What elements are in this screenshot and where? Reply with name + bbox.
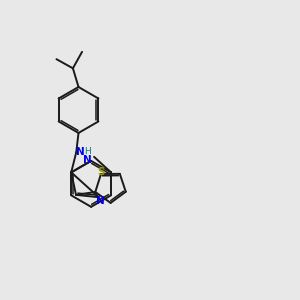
Text: N: N [83,155,92,165]
Text: N: N [96,196,104,206]
Text: H: H [84,147,91,156]
Text: S: S [97,167,105,177]
Text: N: N [76,147,85,157]
